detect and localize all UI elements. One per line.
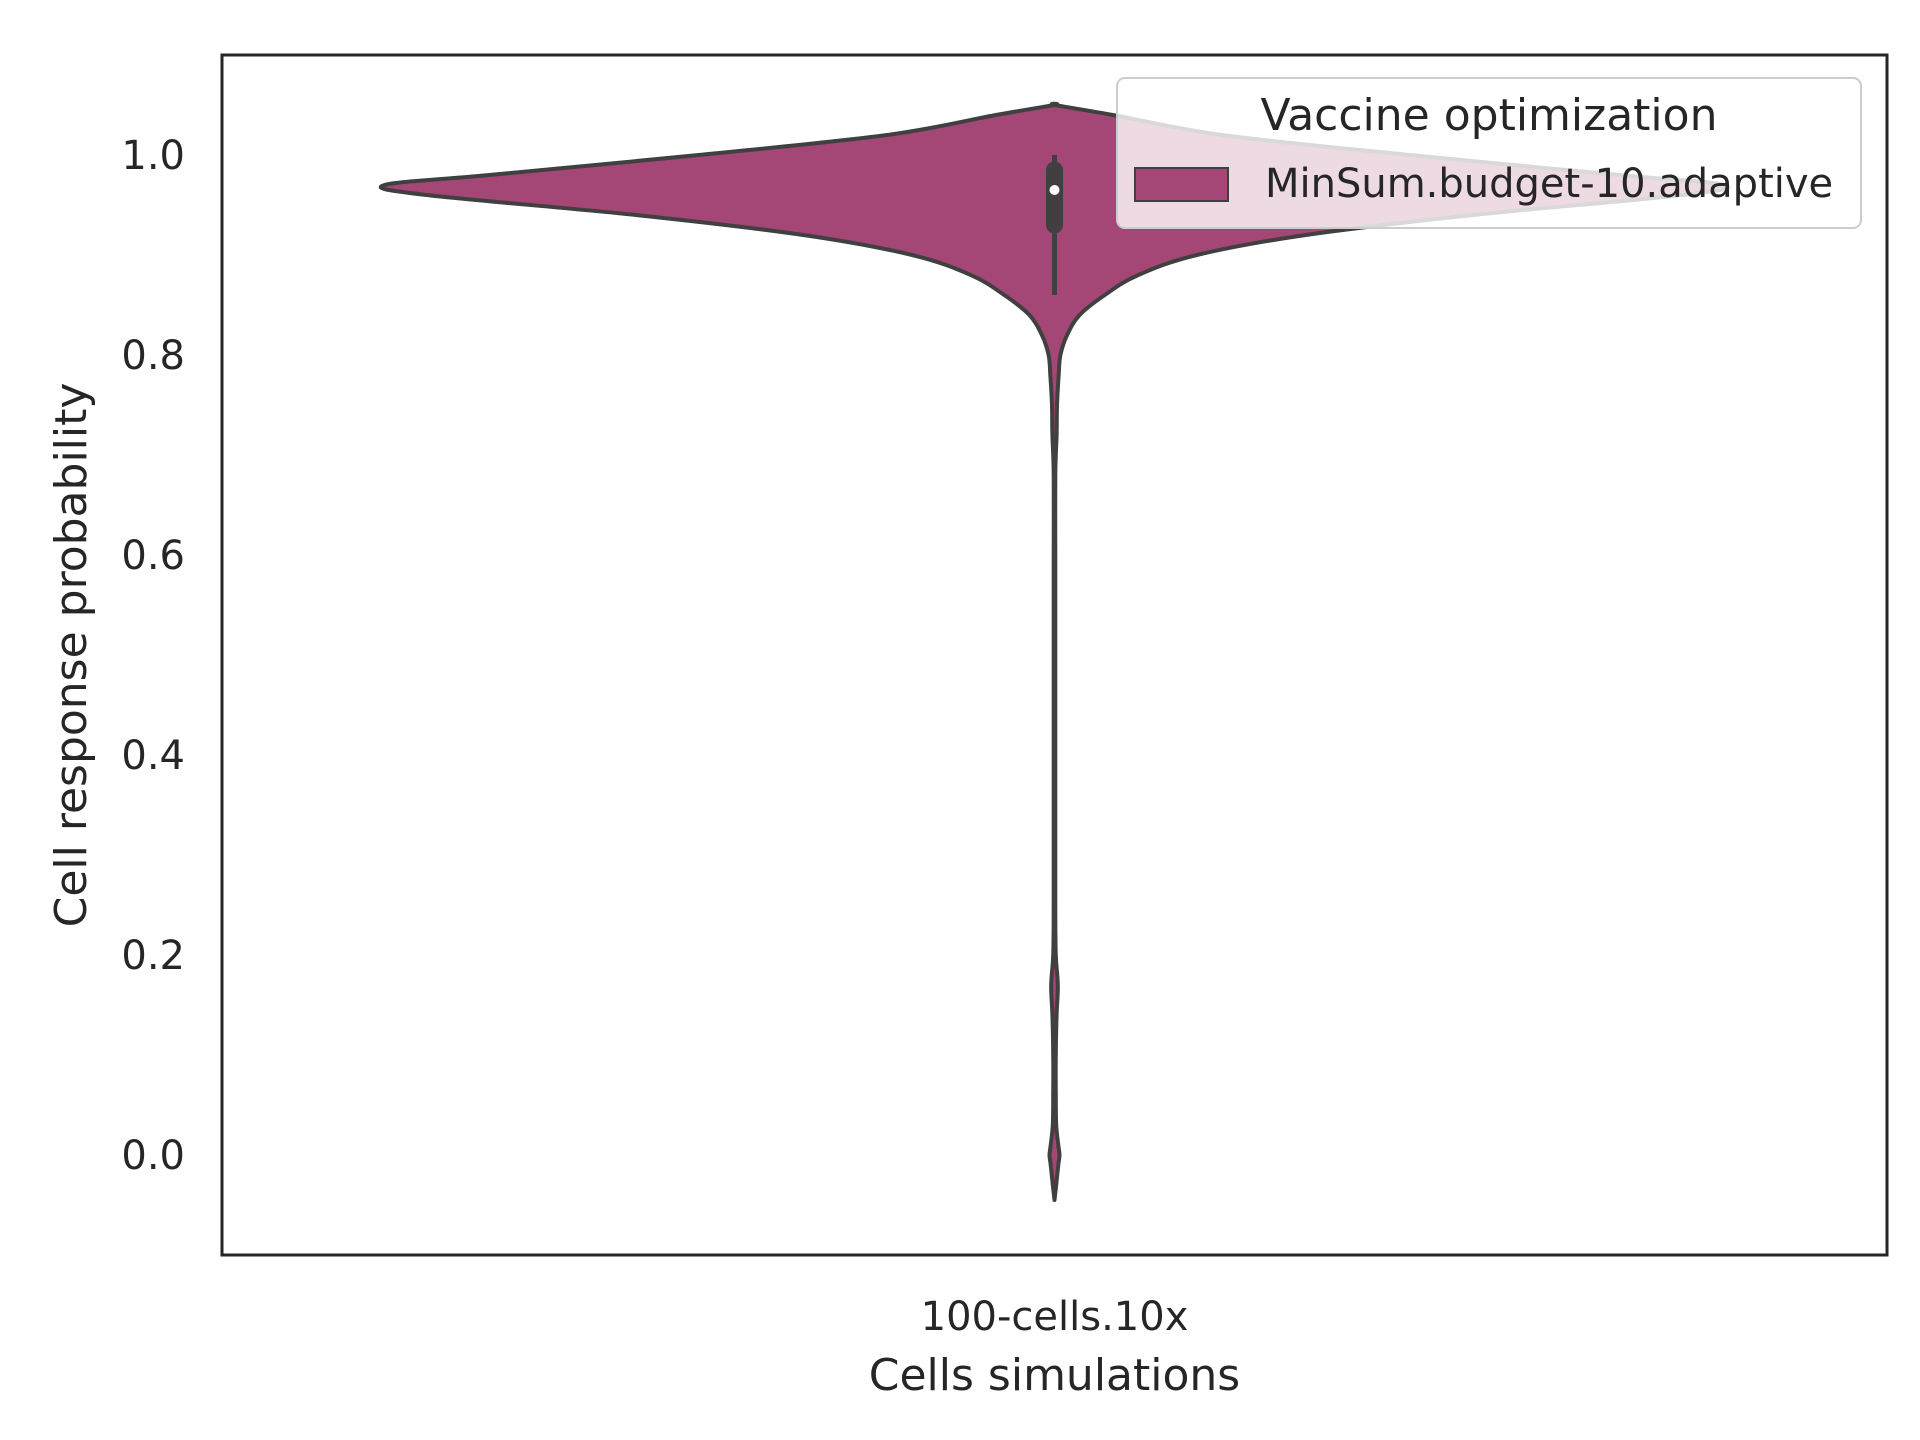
violin-median-point: [1049, 185, 1060, 195]
y-tick-label: 0.6: [121, 533, 185, 579]
y-axis-title: Cell response probability: [46, 383, 97, 928]
y-tick-label: 0.4: [121, 733, 185, 779]
x-axis-title: Cells simulations: [869, 1350, 1240, 1401]
plot-frame: [220, 53, 1889, 1257]
legend-swatch: [1134, 167, 1229, 202]
y-tick-label: 0.0: [121, 1133, 185, 1179]
y-axis-ticks: 0.0 0.2 0.4 0.6 0.8 1.0: [121, 133, 185, 1179]
x-tick-label: 100-cells.10x: [921, 1294, 1189, 1340]
y-tick-label: 0.2: [121, 933, 185, 979]
legend-frame: [1116, 77, 1862, 229]
y-tick-label: 1.0: [121, 133, 185, 179]
legend-label: MinSum.budget-10.adaptive: [1265, 161, 1833, 207]
legend: Vaccine optimization MinSum.budget-10.ad…: [1116, 77, 1862, 229]
inner-box-layer: [1046, 155, 1063, 295]
violin-layer: [378, 101, 1731, 1202]
legend-title: Vaccine optimization: [1261, 90, 1718, 141]
violin-body: [378, 101, 1731, 1202]
x-axis-ticks: 100-cells.10x: [921, 1294, 1189, 1340]
y-tick-label: 0.8: [121, 333, 185, 379]
